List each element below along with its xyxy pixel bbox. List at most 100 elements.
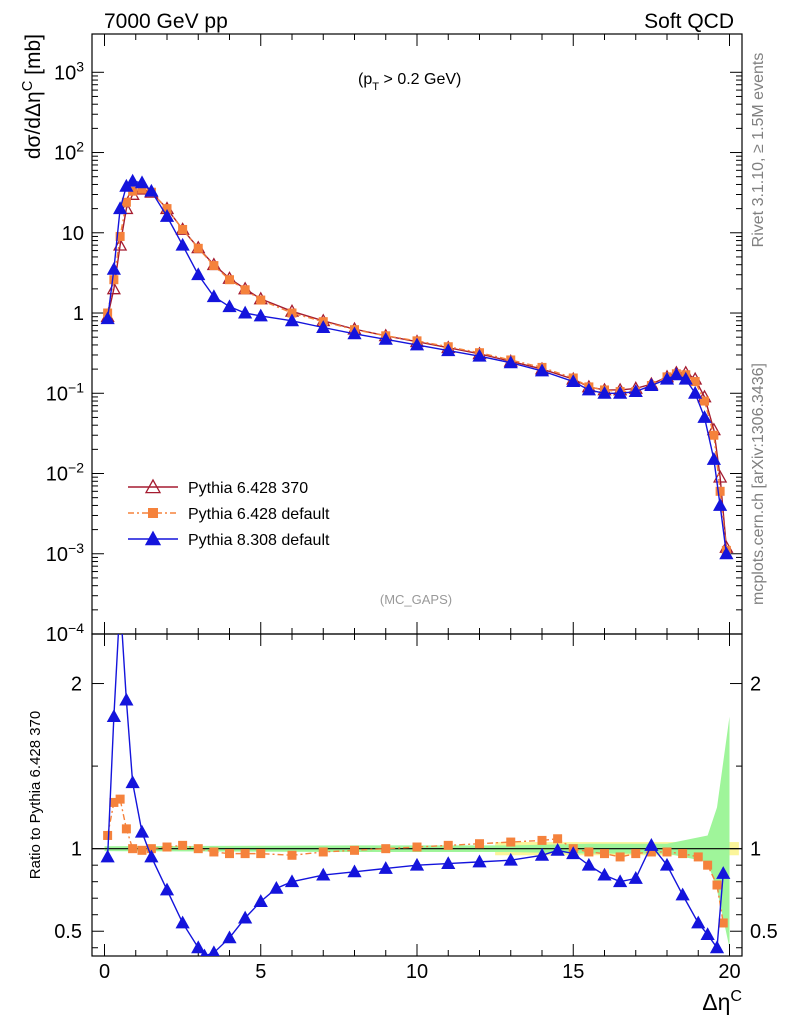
data-point <box>550 842 565 856</box>
data-point <box>631 849 641 859</box>
data-point <box>700 396 709 406</box>
data-point <box>669 367 684 381</box>
ratio-band-green <box>104 716 730 948</box>
data-point <box>115 231 125 241</box>
data-point <box>443 840 453 850</box>
data-point <box>503 852 518 866</box>
data-point <box>503 355 518 369</box>
data-point <box>222 299 237 313</box>
ratio-series-0 <box>103 794 728 928</box>
data-point <box>134 824 150 838</box>
legend-marker <box>148 508 158 518</box>
data-point <box>534 363 550 377</box>
data-point <box>162 842 172 852</box>
data-point <box>700 927 715 940</box>
data-point <box>114 595 126 606</box>
data-point <box>318 847 328 857</box>
data-point <box>207 945 220 956</box>
data-point <box>537 835 547 845</box>
data-point <box>691 915 706 929</box>
data-point <box>121 824 131 834</box>
data-point <box>381 844 391 854</box>
data-point <box>378 861 393 874</box>
data-point <box>100 311 115 325</box>
data-point <box>284 313 300 327</box>
data-point <box>316 320 331 333</box>
data-point <box>659 371 675 385</box>
data-point <box>409 857 425 871</box>
data-point <box>690 377 700 387</box>
analysis-tag: (MC_GAPS) <box>380 592 452 607</box>
data-point <box>175 915 190 929</box>
data-point <box>713 469 728 483</box>
data-point <box>137 845 147 855</box>
data-point <box>597 385 612 399</box>
x-tick-label: 15 <box>562 961 584 983</box>
data-point <box>472 854 487 868</box>
data-point <box>715 486 725 496</box>
data-point <box>100 849 115 863</box>
data-point <box>675 887 690 901</box>
data-point <box>178 224 188 234</box>
side-info-bottom: mcplots.cern.ch [arXiv:1306.3436] <box>750 363 767 605</box>
ratio-y-tick-label-right: 0.5 <box>750 921 778 943</box>
data-point <box>678 849 688 859</box>
data-point <box>225 275 234 285</box>
data-point <box>146 844 156 854</box>
data-point <box>206 289 221 303</box>
data-point <box>137 184 147 194</box>
data-point <box>106 262 121 275</box>
data-point <box>441 856 456 869</box>
data-point <box>347 864 362 878</box>
data-point <box>287 308 297 318</box>
data-point <box>688 385 703 399</box>
x-tick-label: 5 <box>255 961 266 983</box>
data-point <box>109 275 119 285</box>
data-point <box>709 940 725 954</box>
y-tick-label: 10−1 <box>46 379 84 405</box>
data-point <box>534 847 550 861</box>
data-point <box>678 371 693 385</box>
data-point <box>256 849 266 859</box>
data-point <box>193 844 203 854</box>
data-point <box>644 838 659 851</box>
data-point <box>706 452 721 465</box>
data-point <box>659 857 675 871</box>
ratio-y-axis-label: Ratio to Pythia 6.428 370 <box>27 711 44 879</box>
legend-label: Pythia 8.308 default <box>188 532 330 549</box>
ratio-y-tick-label: 2 <box>71 674 82 696</box>
ratio-band <box>104 716 739 948</box>
data-point <box>472 348 487 362</box>
y-tick-label: 103 <box>54 58 84 84</box>
header-right-label: Soft QCD <box>644 10 734 33</box>
data-point <box>209 261 219 271</box>
y-tick-label: 10−3 <box>46 540 84 566</box>
data-point <box>125 775 140 789</box>
data-point <box>178 840 188 850</box>
data-point <box>718 918 728 928</box>
y-tick-label: 10 <box>62 223 84 245</box>
main-series-2 <box>100 173 734 560</box>
x-tick-label: 10 <box>406 961 428 983</box>
data-point <box>716 866 731 879</box>
data-point <box>253 308 268 322</box>
y-tick-label: 1 <box>73 303 84 325</box>
data-point <box>597 867 612 881</box>
data-point <box>613 385 628 399</box>
data-point <box>128 844 138 854</box>
data-point <box>284 874 300 888</box>
data-point <box>566 374 581 387</box>
data-point <box>475 839 484 849</box>
data-point <box>103 830 113 840</box>
data-point <box>719 546 734 560</box>
data-point <box>613 874 628 888</box>
ratio-y-tick-label: 1 <box>71 839 82 861</box>
data-point <box>269 880 284 894</box>
data-point <box>697 410 712 423</box>
x-tick-label: 0 <box>99 961 110 983</box>
data-point <box>222 930 237 944</box>
data-point <box>600 849 609 859</box>
data-point <box>125 173 140 187</box>
ratio-y-tick-label-right: 1 <box>750 839 761 861</box>
